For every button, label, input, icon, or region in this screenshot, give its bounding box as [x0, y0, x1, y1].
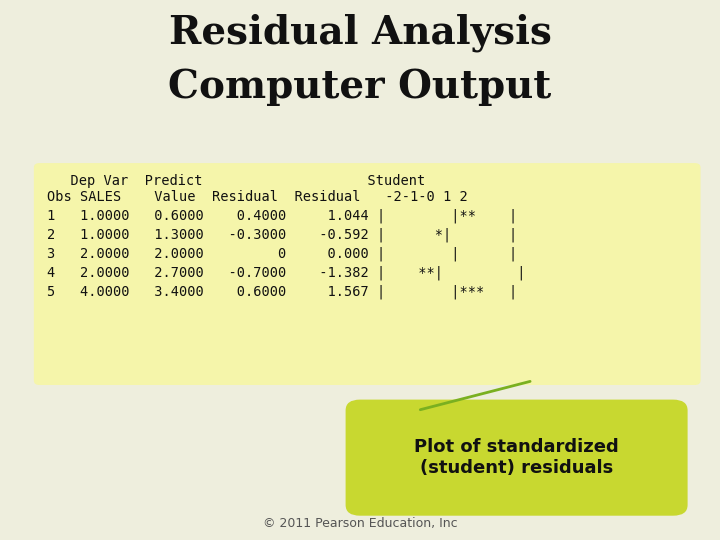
FancyBboxPatch shape: [34, 163, 701, 385]
Text: Plot of standardized
(student) residuals: Plot of standardized (student) residuals: [414, 438, 619, 477]
FancyBboxPatch shape: [346, 400, 688, 516]
Text: 3   2.0000   2.0000         0     0.000 |        |      |: 3 2.0000 2.0000 0 0.000 | | |: [47, 247, 517, 261]
Text: Dep Var  Predict                    Student: Dep Var Predict Student: [54, 174, 426, 188]
Text: © 2011 Pearson Education, Inc: © 2011 Pearson Education, Inc: [263, 517, 457, 530]
Text: 2   1.0000   1.3000   -0.3000    -0.592 |      *|       |: 2 1.0000 1.3000 -0.3000 -0.592 | *| |: [47, 228, 517, 242]
Text: Computer Output: Computer Output: [168, 68, 552, 105]
Text: Residual Analysis: Residual Analysis: [168, 14, 552, 52]
Text: 1   1.0000   0.6000    0.4000     1.044 |        |**    |: 1 1.0000 0.6000 0.4000 1.044 | |** |: [47, 209, 517, 223]
Text: 5   4.0000   3.4000    0.6000     1.567 |        |***   |: 5 4.0000 3.4000 0.6000 1.567 | |*** |: [47, 285, 517, 299]
Text: Obs SALES    Value  Residual  Residual   -2-1-0 1 2: Obs SALES Value Residual Residual -2-1-0…: [47, 190, 467, 204]
Text: 4   2.0000   2.7000   -0.7000    -1.382 |    **|         |: 4 2.0000 2.7000 -0.7000 -1.382 | **| |: [47, 266, 526, 280]
